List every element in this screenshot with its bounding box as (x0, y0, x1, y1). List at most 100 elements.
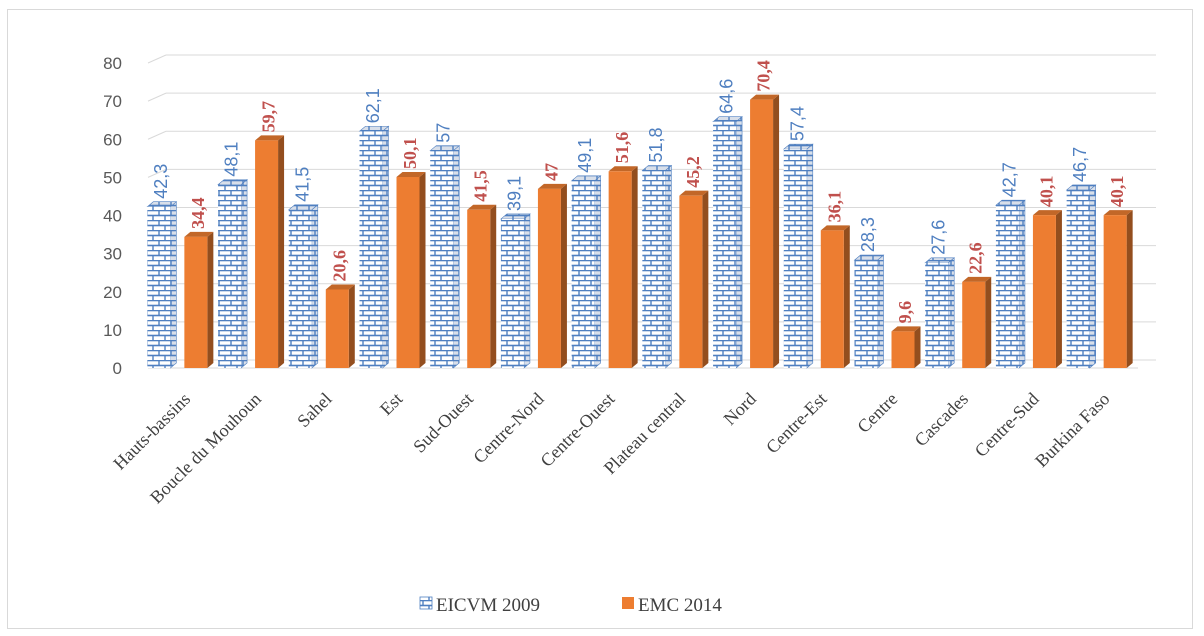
bar-emc (537, 183, 567, 368)
data-label: 51,6 (612, 132, 632, 164)
bar-side (1126, 210, 1133, 368)
gridline-depth (147, 130, 167, 140)
category-label: Est (376, 389, 406, 419)
category-label: Centre-Sud (971, 389, 1043, 461)
legend: EICVM 2009 EMC 2014 (419, 595, 722, 616)
bar-eicvm (641, 164, 673, 369)
bar-eicvm (287, 204, 319, 369)
gridline-depth (147, 168, 167, 178)
bar-emc (962, 276, 992, 368)
data-label: 22,6 (966, 242, 986, 274)
gridline-depth (147, 92, 167, 102)
bar-emc (679, 190, 709, 368)
data-label: 62,1 (363, 88, 383, 123)
bar-emc (891, 326, 921, 368)
bar-emc (1032, 210, 1062, 368)
bar-side (914, 326, 921, 368)
bar-top (820, 225, 850, 231)
bar-front (537, 188, 561, 368)
data-label: 27,6 (929, 220, 949, 255)
bar-side (665, 164, 672, 369)
bar-eicvm (146, 201, 178, 369)
bar-front (750, 99, 774, 368)
bar-eicvm (1065, 184, 1097, 369)
y-tick-label: 70 (103, 92, 122, 111)
data-label: 28,3 (858, 217, 878, 252)
bar-top (891, 326, 921, 332)
category-label: Cascades (911, 389, 973, 451)
bar-top (750, 94, 780, 100)
bar-top (608, 166, 638, 172)
bar-front (642, 170, 666, 368)
bar-emc (820, 225, 850, 368)
category-label: Centre (853, 389, 901, 437)
bar-front (467, 209, 491, 368)
bar-side (560, 183, 567, 368)
bar-front (255, 140, 279, 368)
data-label: 36,1 (824, 191, 844, 223)
bar-front (430, 150, 454, 368)
bar-front (218, 184, 242, 368)
data-label: 64,6 (717, 79, 737, 114)
category-label: Centre-Nord (469, 389, 547, 467)
bar-top (679, 190, 709, 196)
data-label: 9,6 (895, 301, 915, 324)
y-tick-label: 40 (103, 207, 122, 226)
y-tick-label: 50 (103, 168, 122, 187)
bar-side (702, 190, 709, 368)
bar-side (382, 125, 389, 369)
bar-front (184, 236, 208, 368)
bar-emc (750, 94, 780, 368)
bar-front (1066, 189, 1090, 368)
bar-front (147, 206, 171, 368)
legend-label-emc: EMC 2014 (638, 595, 722, 616)
category-label: Sahel (293, 389, 335, 431)
legend-item-emc: EMC 2014 (622, 595, 722, 616)
bar-eicvm (924, 257, 956, 369)
bar-emc (255, 135, 285, 368)
bar-side (877, 254, 884, 369)
y-tick-label: 0 (113, 359, 122, 378)
bar-eicvm (358, 125, 390, 369)
data-label: 51,8 (646, 127, 666, 162)
bar-emc (325, 284, 355, 368)
bar-side (985, 276, 992, 368)
data-label: 59,7 (259, 101, 279, 133)
bars (146, 94, 1133, 369)
bar-top (396, 171, 426, 177)
data-label: 39,1 (504, 176, 524, 211)
bar-emc (1103, 210, 1133, 368)
category-label: Centre-Est (762, 389, 831, 458)
bar-front (820, 230, 844, 368)
bar-side (843, 225, 850, 368)
data-label: 42,3 (151, 164, 171, 199)
bar-front (1032, 215, 1056, 368)
bar-eicvm (217, 178, 248, 369)
y-tick-label: 80 (103, 54, 122, 73)
legend-label-eicvm: EICVM 2009 (436, 595, 540, 616)
data-labels: 42,3 34,4 48,1 59,7 41,5 20,6 62,1 50,1 57 41,5 39… (151, 60, 1127, 323)
bar-front (783, 149, 807, 368)
bar-front (679, 195, 703, 368)
data-label: 40,1 (1036, 176, 1056, 208)
bar-front (962, 281, 986, 368)
data-label: 42,7 (999, 162, 1019, 197)
bar-top (1032, 210, 1062, 216)
bar-front (891, 331, 915, 368)
bar-eicvm (995, 199, 1026, 369)
bar-top (467, 204, 497, 210)
bar-emc (184, 231, 214, 368)
y-tick-label: 20 (103, 283, 122, 302)
data-label: 49,1 (575, 138, 595, 173)
y-tick-label: 60 (103, 130, 122, 149)
bar-side (1018, 199, 1026, 369)
bar-front (288, 209, 312, 368)
bar-side (806, 143, 814, 369)
bar-top (325, 284, 355, 290)
bar-side (170, 201, 177, 369)
bar-top (962, 276, 992, 282)
bar-top (537, 183, 567, 189)
bar-eicvm (782, 143, 814, 369)
bar-front (396, 176, 420, 368)
